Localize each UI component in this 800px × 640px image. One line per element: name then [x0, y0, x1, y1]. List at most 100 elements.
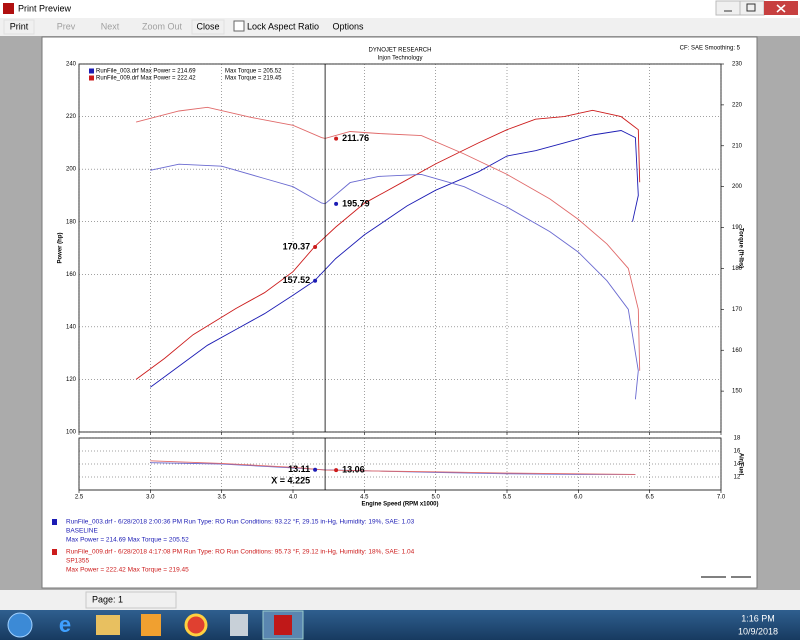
window-title: Print Preview [18, 3, 72, 13]
x-tick-label: 5.0 [431, 495, 440, 501]
media-icon[interactable] [141, 614, 161, 636]
toolbar-button-label: Prev [57, 21, 76, 31]
series-line [150, 460, 636, 475]
lock-aspect-label[interactable]: Lock Aspect Ratio [247, 21, 319, 31]
legend-label: RunFile_003.drf Max Power = 214.69 [96, 69, 196, 75]
toolbar-button-label: Next [101, 21, 120, 31]
run-summary: Max Power = 214.69 Max Torque = 205.52 [66, 537, 189, 544]
x-tick-label: 6.0 [574, 495, 583, 501]
options-label[interactable]: Options [332, 21, 364, 31]
dynojet-icon [274, 615, 292, 635]
readout-marker [334, 136, 339, 141]
status-bar [0, 590, 800, 610]
readout-marker [313, 278, 318, 283]
x-tick-label: 3.5 [217, 495, 226, 501]
page-panel [85, 591, 177, 609]
x-tick-label: 2.5 [75, 495, 84, 501]
explorer-icon[interactable] [96, 615, 120, 635]
readout-label: 13.11 [288, 464, 310, 474]
readout-label: 195.79 [342, 198, 370, 208]
toolbar-button [92, 20, 128, 34]
y2-tick-label: 190 [732, 225, 743, 231]
y-tick-label: 140 [66, 324, 77, 330]
report-subtitle: Injon Technology [378, 56, 423, 62]
x-tick-label: 6.5 [645, 495, 654, 501]
series-line [150, 130, 639, 388]
toolbar-button-label: Zoom Out [142, 21, 183, 31]
series-line [150, 163, 639, 400]
x-tick-label: 4.0 [289, 495, 298, 501]
cursor-label: X = 4.225 [271, 475, 310, 485]
run-name: SP1355 [66, 558, 90, 565]
y-tick-label: 160 [66, 272, 77, 278]
run-swatch [52, 519, 57, 525]
toolbar-button [48, 20, 84, 34]
run-summary: Max Power = 222.42 Max Torque = 219.45 [66, 567, 189, 574]
calc-icon[interactable] [230, 614, 248, 636]
y-tick-label: 180 [66, 219, 77, 225]
y2-tick-label: 14 [734, 462, 741, 468]
page-indicator: Page: 1 [92, 594, 123, 604]
readout-label: 13.06 [342, 464, 365, 474]
toolbar-button-label[interactable]: Print [10, 21, 29, 31]
title-bar [0, 0, 800, 18]
toolbar-button[interactable] [3, 19, 35, 35]
y2-tick-label: 170 [732, 307, 743, 313]
toolbar-button-label[interactable]: Close [196, 21, 219, 31]
y-axis-title: Power (hp) [58, 232, 64, 263]
toolbar-button [138, 20, 186, 34]
ie-icon[interactable]: e [59, 612, 71, 637]
readout-marker [313, 245, 318, 250]
y2-tick-label: 210 [732, 143, 743, 149]
close-icon [776, 4, 786, 13]
toolbar-button[interactable] [191, 19, 225, 35]
readout-label: 157.52 [283, 275, 311, 285]
y2-tick-label: 18 [734, 436, 741, 442]
run-swatch [52, 549, 57, 555]
report-company: DYNOJET RESEARCH [369, 48, 432, 54]
y2-tick-label: 160 [732, 348, 743, 354]
y-tick-label: 240 [66, 62, 77, 68]
clock-time: 1:16 PM [741, 613, 775, 623]
charts: 100 120 140 160 180 200 220 240 150 160 170 180 190 2… [58, 62, 744, 508]
run-notes: RunFile_003.drf - 6/28/2018 2:00:36 PM R… [52, 518, 415, 574]
plot-area [78, 63, 722, 433]
legend-swatch [89, 68, 94, 74]
legend-label: Max Torque = 205.52 [225, 69, 282, 75]
x-axis-title: Engine Speed (RPM x1000) [361, 502, 438, 508]
minimize-button[interactable] [715, 0, 741, 16]
options-button[interactable] [329, 20, 367, 34]
x-tick-label: 4.5 [360, 495, 369, 501]
lock-aspect-checkbox[interactable] [233, 20, 245, 32]
y-tick-label: 220 [66, 114, 77, 120]
y2-tick-label: 200 [732, 184, 743, 190]
x-tick-label: 3.0 [146, 495, 155, 501]
maximize-icon [746, 3, 756, 12]
run-line: RunFile_009.drf - 6/28/2018 4:17:08 PM R… [66, 548, 415, 556]
readout-label: 211.76 [342, 133, 369, 143]
y-tick-label: 200 [66, 167, 77, 173]
y2-axis-title: Air/Fuel [737, 453, 743, 476]
run-name: BASELINE [66, 528, 98, 535]
y-tick-label: 120 [66, 377, 77, 383]
legend-label: RunFile_009.drf Max Power = 222.42 [96, 76, 196, 82]
chrome-icon[interactable] [184, 613, 208, 637]
legend-label: Max Torque = 219.45 [225, 76, 282, 82]
y2-tick-label: 230 [732, 62, 743, 68]
readout-label: 170.37 [283, 241, 311, 251]
x-tick-label: 5.5 [503, 495, 512, 501]
y2-tick-label: 12 [734, 475, 741, 481]
app-icon [3, 3, 14, 14]
y2-tick-label: 150 [732, 389, 743, 395]
y2-tick-label: 16 [734, 449, 741, 455]
series-line [135, 106, 641, 371]
readout-marker [313, 467, 318, 472]
y2-axis-title: Torque (ft-lbs) [737, 228, 743, 268]
start-button[interactable] [7, 612, 33, 638]
taskbar [0, 610, 800, 640]
legend-swatch [89, 75, 94, 81]
maximize-button[interactable] [739, 0, 765, 16]
